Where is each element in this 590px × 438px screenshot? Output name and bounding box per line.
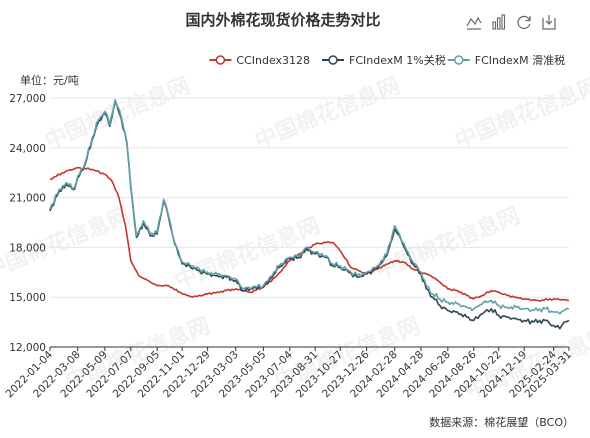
y-tick-label: 12,000 xyxy=(9,342,46,354)
legend-item-3[interactable]: FCIndexM 滑准税 xyxy=(447,53,565,67)
watermark-text: 中国棉花信息网 xyxy=(371,203,524,285)
series-line-1[interactable] xyxy=(49,166,570,302)
legend-marker xyxy=(328,55,338,65)
restore-icon[interactable] xyxy=(516,14,532,30)
y-tick-label: 15,000 xyxy=(9,292,46,304)
data-source-note: 数据来源：棉花展望（BCO） xyxy=(429,415,574,429)
legend-label: FCIndexM 滑准税 xyxy=(475,53,565,67)
series-line-3[interactable] xyxy=(49,98,570,315)
legend-marker xyxy=(454,55,464,65)
watermark-text: 中国棉花信息网 xyxy=(251,73,404,155)
legend: CCIndex3128 FCIndexM 1%关税 FCIndexM 滑准税 xyxy=(209,53,565,67)
y-tick-label: 21,000 xyxy=(9,193,46,205)
chart-toolbar xyxy=(466,14,557,30)
y-axis-unit-label: 单位：元/吨 xyxy=(20,73,79,87)
y-tick-label: 27,000 xyxy=(9,93,46,105)
legend-item-1[interactable]: CCIndex3128 xyxy=(209,54,310,67)
chart-title: 国内外棉花现货价格走势对比 xyxy=(185,11,380,29)
y-axis-ticks: 12,000 15,000 18,000 21,000 24,000 27,000 xyxy=(9,93,46,354)
legend-item-2[interactable]: FCIndexM 1%关税 xyxy=(322,53,446,67)
legend-label: CCIndex3128 xyxy=(236,54,310,67)
watermark-text: 中国棉花信息网 xyxy=(451,73,590,155)
y-tick-label: 24,000 xyxy=(9,143,46,155)
series-lines xyxy=(49,98,570,330)
save-image-icon[interactable] xyxy=(541,14,557,30)
legend-marker xyxy=(215,55,226,65)
legend-label: FCIndexM 1%关税 xyxy=(349,53,446,67)
bar-chart-icon[interactable] xyxy=(491,14,507,30)
line-chart-icon[interactable] xyxy=(466,14,482,30)
y-tick-label: 18,000 xyxy=(9,242,46,254)
